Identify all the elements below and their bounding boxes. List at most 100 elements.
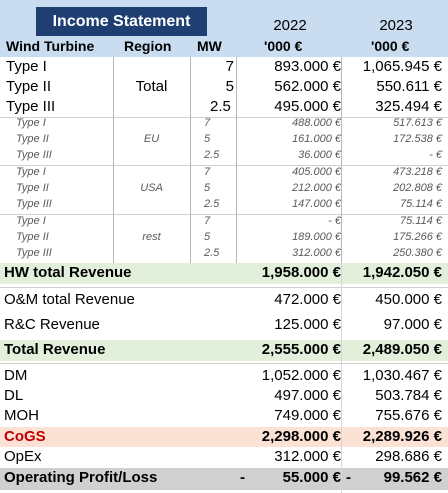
summary-row-opex: OpEx 312.000 € 298.686 €	[0, 447, 448, 467]
value-2022: 2,555.000 €	[261, 341, 341, 358]
mw-value: 7	[225, 58, 234, 75]
region-label: rest	[142, 231, 161, 243]
value-2022: 1,052.000 €	[261, 367, 341, 384]
summary-row-operating-result: Operating Profit/Loss - 55.000 € - 99.56…	[0, 468, 448, 490]
value-2023: 97.000 €	[383, 316, 442, 333]
sheet-title: Income Statement	[36, 7, 207, 36]
value-2022: 147.000 €	[292, 198, 341, 210]
mw-value: 7	[204, 117, 211, 129]
value-2022: 562.000 €	[274, 78, 341, 95]
table-row: Type III 2.5 495.000 € 325.494 €	[0, 97, 448, 117]
mw-value: 5	[225, 78, 234, 95]
table-row: Type III 2.5 312.000 € 250.380 €	[0, 247, 448, 263]
value-2023: 298.686 €	[375, 448, 442, 465]
year-2023-header: 2023	[379, 17, 413, 34]
grid-line	[341, 263, 342, 493]
region-label: Total	[135, 78, 168, 95]
value-2022: 893.000 €	[274, 58, 341, 75]
mw-value: 2.5	[204, 198, 220, 210]
mw-value: 7	[204, 166, 211, 178]
turbine-label: Type II	[16, 133, 49, 145]
mw-value: 7	[204, 215, 211, 227]
mw-value: 2.5	[204, 149, 220, 161]
value-2023: 325.494 €	[375, 98, 442, 115]
value-2022: 312.000 €	[274, 448, 341, 465]
value-2022: 36.000 €	[298, 149, 341, 161]
divider	[0, 287, 448, 288]
mw-value: 2.5	[210, 98, 231, 115]
value-2023: 1,030.467 €	[362, 367, 442, 384]
summary-row-cogs: CoGS 2,298.000 € 2,289.926 €	[0, 427, 448, 447]
summary-row-moh: MOH 749.000 € 755.676 €	[0, 406, 448, 426]
table-row: Type I 7 893.000 € 1,065.945 €	[0, 57, 448, 77]
value-2022: 125.000 €	[274, 316, 341, 333]
turbine-label: Type I	[16, 215, 46, 227]
value-2022: 312.000 €	[292, 247, 341, 259]
value-2023: 75.114 €	[399, 198, 442, 210]
turbine-label: Type I	[16, 166, 46, 178]
table-row: Type II EU 5 161.000 € 172.538 €	[0, 133, 448, 149]
col-region: Region	[124, 38, 172, 54]
value-2023: 2,489.050 €	[362, 341, 442, 358]
value-2022: 405.000 €	[292, 166, 341, 178]
value-2022: 189.000 €	[292, 231, 341, 243]
row-label: CoGS	[4, 428, 46, 445]
row-label: OpEx	[4, 448, 42, 465]
value-2022: 1,958.000 €	[261, 264, 341, 281]
row-label: Operating Profit/Loss	[4, 469, 158, 486]
year-2022-header: 2022	[273, 17, 307, 34]
grid-line	[341, 57, 342, 263]
summary-row-dl: DL 497.000 € 503.784 €	[0, 386, 448, 406]
table-row: Type II Total 5 562.000 € 550.611 €	[0, 77, 448, 97]
value-2023: 473.218 €	[393, 166, 442, 178]
divider	[0, 165, 448, 166]
value-2023: 1,942.050 €	[362, 264, 442, 281]
divider	[0, 117, 448, 118]
row-label: MOH	[4, 407, 39, 424]
table-row: Type II USA 5 212.000 € 202.808 €	[0, 182, 448, 198]
turbine-label: Type III	[16, 149, 52, 161]
value-2023: 550.611 €	[376, 78, 442, 95]
value-2023: - €	[429, 149, 442, 161]
region-label: EU	[143, 133, 160, 145]
row-label: O&M total Revenue	[4, 291, 135, 308]
turbine-label: Type III	[16, 247, 52, 259]
summary-row-om: O&M total Revenue 472.000 € 450.000 €	[0, 290, 448, 311]
summary-row-total-revenue: Total Revenue 2,555.000 € 2,489.050 €	[0, 340, 448, 361]
value-2022: - €	[328, 215, 341, 227]
value-2023: 450.000 €	[375, 291, 442, 308]
sign-2023: -	[346, 469, 351, 486]
mw-value: 5	[204, 231, 211, 243]
row-label: Total Revenue	[4, 341, 106, 358]
value-2023: 172.538 €	[393, 133, 442, 145]
divider	[0, 214, 448, 215]
col-mw: MW	[197, 38, 222, 54]
value-2023: 517.613 €	[393, 117, 442, 129]
value-2022: 212.000 €	[292, 182, 341, 194]
value-2022: 161.000 €	[292, 133, 341, 145]
turbine-label: Type III	[16, 198, 52, 210]
row-label: HW total Revenue	[4, 264, 132, 281]
value-2023: 755.676 €	[375, 407, 442, 424]
grid-line	[190, 57, 191, 263]
grid-line	[236, 57, 237, 263]
value-2022: 2,298.000 €	[261, 428, 341, 445]
table-row: Type I 7 405.000 € 473.218 €	[0, 166, 448, 182]
value-2023: 175.266 €	[393, 231, 442, 243]
value-2022: 497.000 €	[274, 387, 341, 404]
turbine-label: Type III	[6, 98, 56, 115]
value-2023: 99.562 €	[383, 469, 442, 486]
turbine-label: Type II	[16, 182, 49, 194]
turbine-label: Type II	[6, 78, 52, 95]
col-unit-2023: '000 €	[371, 38, 410, 54]
region-label: USA	[140, 182, 163, 194]
value-2022: 749.000 €	[274, 407, 341, 424]
header-band: Income Statement 2022 2023 Wind Turbine …	[0, 0, 448, 57]
mw-value: 5	[204, 182, 211, 194]
value-2023: 2,289.926 €	[362, 428, 442, 445]
value-2023: 75.114 €	[399, 215, 442, 227]
value-2022: 488.000 €	[292, 117, 341, 129]
row-label: DL	[4, 387, 24, 404]
turbine-label: Type I	[6, 58, 47, 75]
sign-2022: -	[240, 469, 245, 486]
